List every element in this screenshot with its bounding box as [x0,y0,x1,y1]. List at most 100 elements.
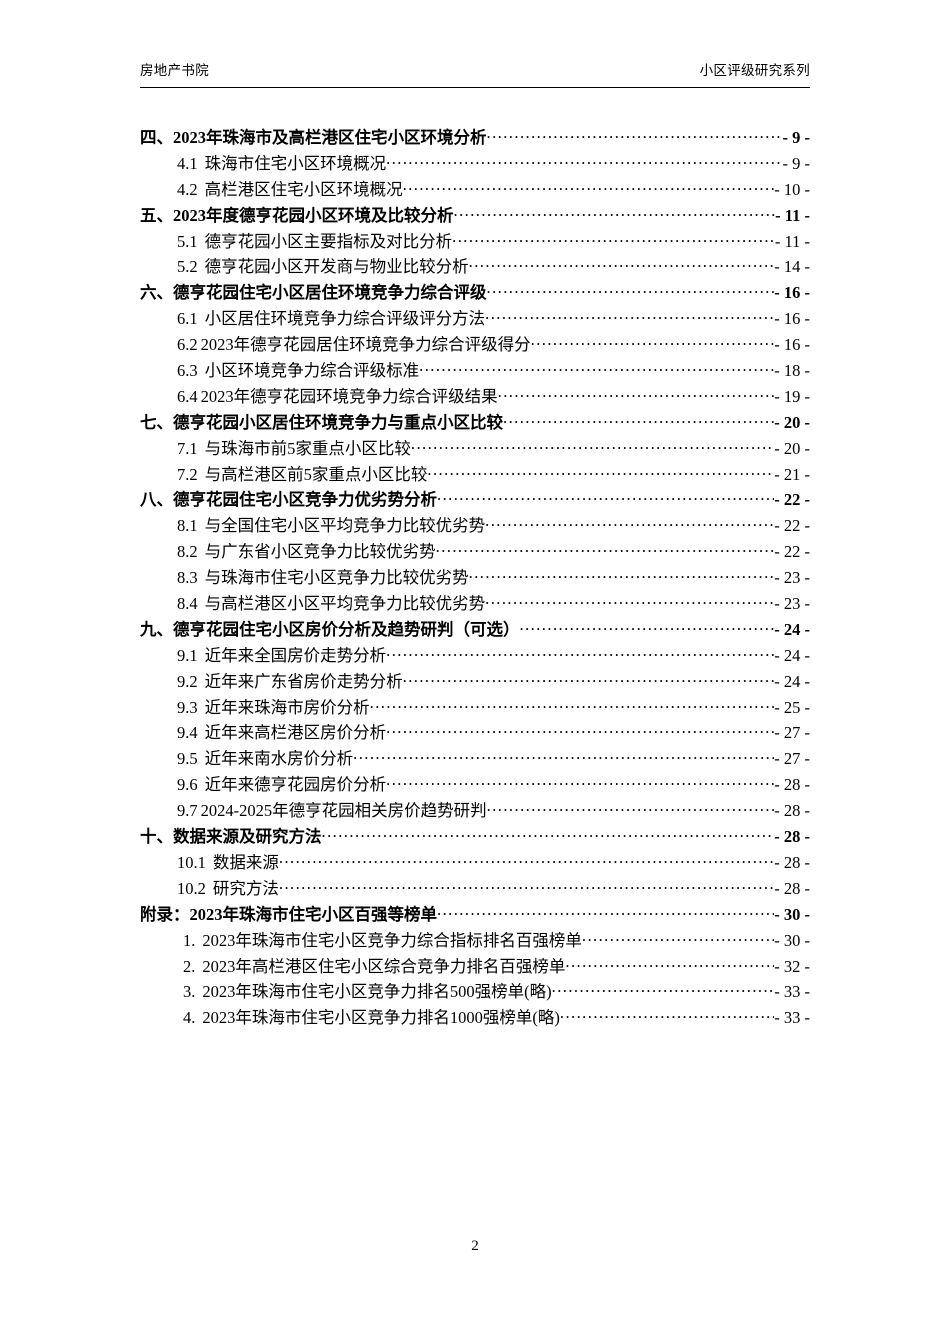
toc-leader-dots [485,308,774,325]
toc-entry[interactable]: 8.1 与全国住宅小区平均竞争力比较优劣势 - 22 - [140,512,810,538]
toc-entry-number: 9.3 [177,697,198,717]
toc-entry[interactable]: 9.4 近年来高栏港区房价分析 - 27 - [140,719,810,745]
toc-entry[interactable]: 8.4 与高栏港区小区平均竞争力比较优劣势 - 23 - [140,590,810,616]
toc-leader-dots [436,541,775,558]
toc-entry[interactable]: 6.1 小区居住环境竞争力综合评级评分方法 - 16 - [140,305,810,331]
toc-entry-number: 5.2 [177,257,198,277]
toc-entry-number: 4. [183,1008,196,1028]
toc-entry-page-number: - 9 - [782,153,811,173]
header-divider [140,87,810,88]
toc-entry-title: 与全国住宅小区平均竞争力比较优劣势 [204,516,486,536]
toc-entry-page-number: - 23 - [774,594,810,614]
toc-entry-number: 4.2 [177,179,198,199]
toc-entry[interactable]: 9.3 近年来珠海市房价分析 - 25 - [140,694,810,720]
toc-entry[interactable]: 4. 2023年珠海市住宅小区竞争力排名1000强榜单(略) - 33 - [140,1004,810,1030]
toc-entry-page-number: - 20 - [774,438,810,458]
toc-entry[interactable]: 2. 2023年高栏港区住宅小区综合竞争力排名百强榜单 - 32 - [140,953,810,979]
toc-leader-dots [582,929,774,946]
toc-entry[interactable]: 九、德亨花园住宅小区房价分析及趋势研判（可选） - 24 - [140,616,810,642]
toc-entry-page-number: - 16 - [774,335,810,355]
toc-entry-title: 珠海市住宅小区环境概况 [204,153,387,173]
toc-entry[interactable]: 四、2023年珠海市及高栏港区住宅小区环境分析 - 9 - [140,124,810,150]
toc-leader-dots [322,826,775,843]
toc-entry-page-number: - 30 - [774,930,810,950]
toc-entry-title: 2023年珠海市住宅小区竞争力综合指标排名百强榜单 [202,930,582,950]
toc-entry[interactable]: 五、2023年度德亨花园小区环境及比较分析 - 11 - [140,202,810,228]
toc-entry[interactable]: 9.6 近年来德亨花园房价分析 - 28 - [140,771,810,797]
toc-entry[interactable]: 8.2 与广东省小区竞争力比较优劣势 - 22 - [140,538,810,564]
toc-leader-dots [560,1007,774,1024]
toc-entry[interactable]: 七、德亨花园小区居住环境竞争力与重点小区比较 - 20 - [140,409,810,435]
page-footer: 2 [0,1238,950,1255]
toc-leader-dots [487,800,775,817]
toc-leader-dots [498,385,775,402]
toc-entry-page-number: - 16 - [774,283,810,303]
toc-entry-title: 小区环境竞争力综合评级标准 [204,361,420,381]
toc-entry[interactable]: 5.2 德亨花园小区开发商与物业比较分析 - 14 - [140,253,810,279]
toc-entry[interactable]: 8.3 与珠海市住宅小区竞争力比较优劣势 - 23 - [140,564,810,590]
toc-entry-title: 与珠海市住宅小区竞争力比较优劣势 [204,568,469,588]
toc-entry-title: 德亨花园小区居住环境竞争力与重点小区比较 [173,412,503,432]
toc-leader-dots [353,748,774,765]
toc-entry-number: 3. [183,982,196,1002]
toc-entry-number: 10.1 [177,852,206,872]
toc-leader-dots [454,204,776,221]
running-header: 房地产书院 小区评级研究系列 [140,62,810,79]
toc-entry-title: 与珠海市前5家重点小区比较 [204,438,411,458]
toc-entry[interactable]: 7.1 与珠海市前5家重点小区比较 - 20 - [140,435,810,461]
footer-page-number: 2 [471,1238,479,1254]
toc-entry[interactable]: 9.5 近年来南水房价分析 - 27 - [140,745,810,771]
toc-entry[interactable]: 十、数据来源及研究方法 - 28 - [140,823,810,849]
toc-entry-page-number: - 33 - [774,1008,810,1028]
toc-entry[interactable]: 八、德亨花园住宅小区竞争力优劣势分析 - 22 - [140,486,810,512]
toc-entry[interactable]: 5.1 德亨花园小区主要指标及对比分析 - 11 - [140,228,810,254]
toc-entry-number: 附录： [140,904,190,924]
toc-entry-number: 4.1 [177,153,198,173]
toc-entry-title: 与高栏港区小区平均竞争力比较优劣势 [204,594,486,614]
toc-entry[interactable]: 附录：2023年珠海市住宅小区百强等榜单 - 30 - [140,901,810,927]
toc-entry-page-number: - 10 - [774,179,810,199]
toc-entry-number: 九、 [140,619,173,639]
toc-entry-page-number: - 28 - [774,801,810,821]
toc-entry-number: 8.1 [177,516,198,536]
toc-entry[interactable]: 1. 2023年珠海市住宅小区竞争力综合指标排名百强榜单 - 30 - [140,927,810,953]
toc-entry[interactable]: 9.2 近年来广东省房价走势分析 - 24 - [140,668,810,694]
toc-entry-number: 8.2 [177,542,198,562]
toc-entry[interactable]: 6.3 小区环境竞争力综合评级标准 - 18 - [140,357,810,383]
toc-entry-number: 9.4 [177,723,198,743]
toc-entry-page-number: - 11 - [775,205,810,225]
toc-entry-number: 1. [183,930,196,950]
toc-entry-number: 7.2 [177,464,198,484]
toc-entry-title: 德亨花园住宅小区竞争力优劣势分析 [173,490,437,510]
toc-entry[interactable]: 10.2 研究方法 - 28 - [140,875,810,901]
header-right-text: 小区评级研究系列 [699,63,810,78]
toc-leader-dots [485,515,774,532]
toc-entry-page-number: - 19 - [774,386,810,406]
toc-leader-dots [427,463,774,480]
toc-entry-number: 9.2 [177,671,198,691]
toc-entry-number: 10.2 [177,878,206,898]
toc-entry-number: 6.3 [177,361,198,381]
toc-entry-title: 小区居住环境竞争力综合评级评分方法 [204,309,486,329]
toc-entry-number: 9.6 [177,775,198,795]
toc-entry[interactable]: 3. 2023年珠海市住宅小区竞争力排名500强榜单(略) - 33 - [140,978,810,1004]
toc-entry[interactable]: 7.2 与高栏港区前5家重点小区比较 - 21 - [140,461,810,487]
toc-leader-dots [419,360,774,377]
toc-entry-title: 高栏港区住宅小区环境概况 [204,179,403,199]
toc-entry[interactable]: 10.1 数据来源 - 28 - [140,849,810,875]
toc-entry[interactable]: 4.2 高栏港区住宅小区环境概况 - 10 - [140,176,810,202]
toc-entry-title: 德亨花园小区主要指标及对比分析 [204,231,453,251]
toc-entry[interactable]: 六、德亨花园住宅小区居住环境竞争力综合评级 - 16 - [140,279,810,305]
toc-entry[interactable]: 4.1 珠海市住宅小区环境概况 - 9 - [140,150,810,176]
toc-entry-number: 7.1 [177,438,198,458]
toc-entry[interactable]: 9.1 近年来全国房价走势分析 - 24 - [140,642,810,668]
toc-entry-page-number: - 28 - [774,827,810,847]
toc-entry-number: 六、 [140,283,173,303]
toc-entry-title: 德亨花园住宅小区居住环境竞争力综合评级 [173,283,487,303]
toc-entry-page-number: - 28 - [774,852,810,872]
toc-leader-dots [279,851,774,868]
